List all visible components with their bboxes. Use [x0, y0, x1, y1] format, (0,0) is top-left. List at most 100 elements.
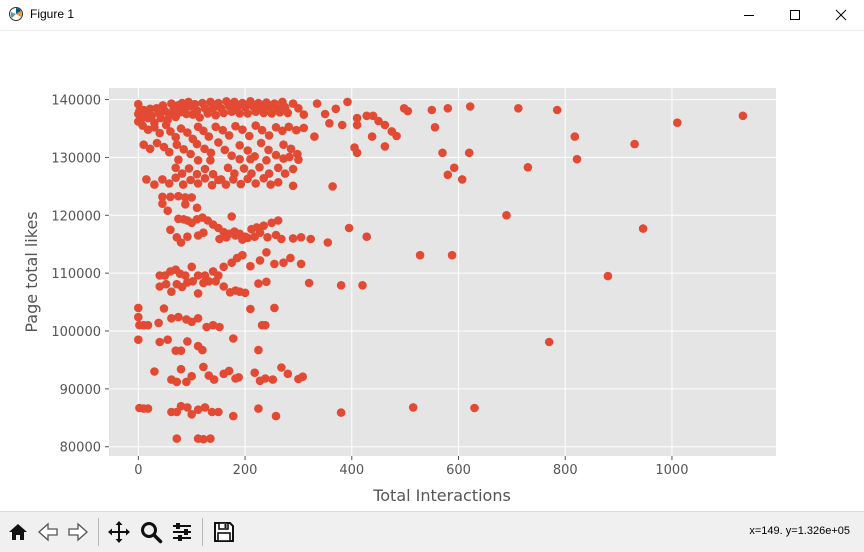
maximize-button[interactable] — [772, 0, 818, 30]
data-point — [187, 371, 196, 381]
x-tick-label: 400 — [339, 463, 364, 478]
save-button[interactable] — [210, 518, 238, 546]
data-point — [638, 224, 648, 233]
data-point — [262, 248, 271, 257]
data-point — [380, 120, 390, 130]
figure-canvas[interactable]: 0 200 400 600 800 1000 80000 90000 100000 110000… — [0, 31, 864, 511]
home-button[interactable] — [4, 518, 32, 546]
data-point — [172, 434, 182, 443]
data-point — [299, 123, 309, 133]
data-point — [231, 231, 240, 240]
data-point — [738, 111, 748, 121]
data-point — [630, 139, 639, 149]
data-point — [286, 144, 296, 154]
data-point — [198, 345, 207, 355]
close-button[interactable] — [818, 0, 864, 30]
data-point — [142, 175, 151, 184]
pan-button[interactable] — [105, 518, 133, 546]
data-point — [430, 123, 440, 132]
data-point — [219, 282, 228, 291]
data-point — [219, 108, 228, 118]
data-point — [200, 164, 210, 174]
x-tick-label: 800 — [553, 463, 578, 478]
data-point — [320, 109, 330, 119]
data-point — [270, 259, 279, 269]
data-point — [368, 111, 378, 121]
data-point — [266, 180, 276, 189]
data-point — [195, 113, 204, 122]
home-icon — [9, 524, 27, 540]
data-point — [243, 233, 252, 243]
data-point — [207, 407, 217, 417]
data-point — [238, 250, 247, 260]
data-point — [134, 99, 143, 109]
data-point — [288, 164, 298, 174]
data-point — [227, 151, 236, 160]
data-point — [172, 377, 182, 387]
data-point — [183, 337, 192, 346]
x-axis-ticks: 0 200 400 600 800 1000 — [134, 456, 688, 478]
data-point — [165, 147, 174, 157]
data-point — [134, 335, 143, 345]
forward-button[interactable] — [64, 518, 92, 546]
data-point — [156, 113, 166, 123]
data-point — [352, 120, 362, 130]
data-point — [181, 271, 190, 280]
data-point — [187, 410, 196, 419]
zoom-button[interactable] — [137, 518, 165, 546]
data-point — [236, 179, 246, 189]
data-point — [284, 122, 294, 132]
y-tick-label: 120000 — [51, 209, 101, 224]
data-point — [296, 233, 306, 242]
data-point — [312, 99, 322, 108]
x-tick-label: 1000 — [655, 463, 688, 478]
maximize-icon — [790, 10, 800, 20]
data-point — [174, 155, 183, 164]
data-point — [438, 148, 447, 158]
data-point — [163, 335, 172, 345]
data-point — [262, 277, 271, 287]
data-point — [261, 320, 270, 330]
data-point — [279, 140, 288, 149]
data-point — [182, 109, 191, 119]
data-point — [449, 163, 459, 173]
data-point — [187, 262, 196, 272]
scatter-points — [134, 97, 748, 444]
data-point — [158, 192, 167, 202]
data-point — [344, 223, 354, 233]
data-point — [470, 403, 479, 413]
minimize-button[interactable] — [726, 0, 772, 30]
data-point — [273, 163, 283, 173]
back-button[interactable] — [34, 518, 62, 546]
data-point — [219, 262, 228, 272]
data-point — [172, 140, 182, 149]
configure-subplots-button[interactable] — [168, 518, 196, 546]
x-axis-label: Total Interactions — [372, 486, 511, 505]
data-point — [299, 110, 309, 119]
data-point — [352, 148, 362, 158]
data-point — [215, 322, 224, 332]
data-point — [239, 164, 249, 173]
data-point — [238, 125, 247, 134]
data-point — [218, 125, 227, 135]
data-point — [193, 405, 203, 415]
scatter-chart[interactable]: 0 200 400 600 800 1000 80000 90000 100000 110000… — [0, 31, 864, 511]
data-point — [443, 170, 453, 180]
data-point — [215, 234, 224, 244]
data-point — [165, 179, 174, 188]
data-point — [294, 155, 303, 164]
data-point — [273, 216, 283, 225]
data-point — [243, 174, 252, 184]
data-point — [246, 154, 255, 164]
data-point — [229, 334, 238, 343]
minimize-icon — [744, 15, 754, 16]
data-point — [255, 163, 264, 172]
subplots-icon — [173, 523, 191, 541]
data-point — [145, 144, 155, 154]
data-point — [214, 175, 223, 185]
data-point — [270, 303, 279, 313]
x-tick-label: 200 — [233, 463, 258, 478]
data-point — [374, 116, 383, 126]
data-point — [145, 104, 155, 114]
data-point — [286, 253, 295, 263]
